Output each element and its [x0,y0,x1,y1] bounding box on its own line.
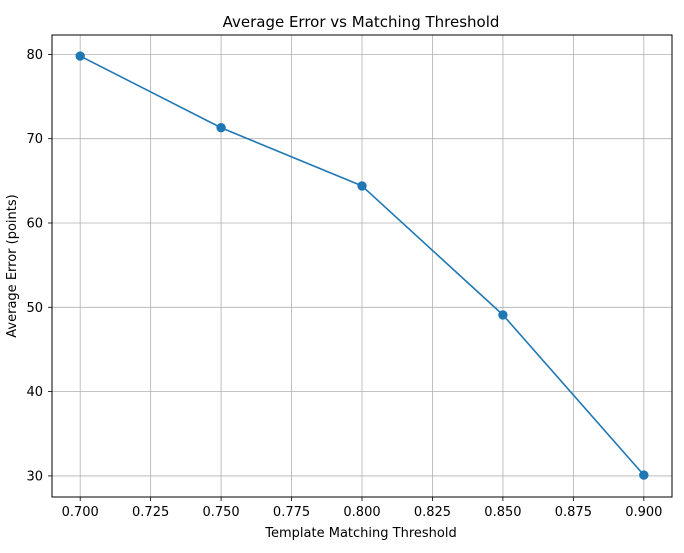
data-point [216,123,226,133]
data-point [357,181,367,191]
data-point [75,51,85,61]
x-tick-label: 0.725 [132,505,169,520]
y-tick-label: 50 [26,301,43,316]
x-tick-label: 0.800 [343,505,380,520]
y-tick-label: 70 [26,132,43,147]
x-tick-label: 0.775 [273,505,310,520]
y-axis-label: Average Error (points) [5,194,20,337]
x-tick-label: 0.825 [414,505,451,520]
series-layer [75,51,649,480]
chart-title: Average Error vs Matching Threshold [223,13,500,31]
x-tick-label: 0.750 [202,505,239,520]
tick-labels: 0.700 0.725 0.750 0.775 0.800 0.825 0.850 0.875… [26,48,662,520]
y-tick-label: 30 [26,469,43,484]
grid-lines [52,35,672,497]
plot-frame [51,34,673,498]
x-tick-label: 0.875 [555,505,592,520]
data-point [639,470,649,480]
x-tick-label: 0.700 [62,505,99,520]
x-axis-label: Template Matching Threshold [264,526,456,541]
x-tick-label: 0.900 [625,505,662,520]
y-tick-label: 40 [26,385,43,400]
y-tick-label: 60 [26,217,43,232]
data-point [498,310,508,320]
y-tick-label: 80 [26,48,43,63]
x-tick-label: 0.850 [484,505,521,520]
axis-ticks [48,53,645,501]
